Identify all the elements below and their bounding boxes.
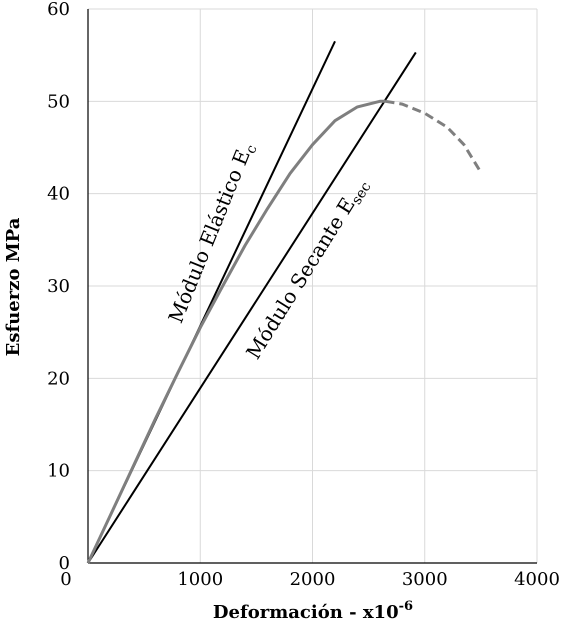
y-tick-label: 10 — [47, 461, 70, 482]
x-axis-title-exponent: -6 — [399, 599, 413, 614]
y-tick-label: 60 — [47, 0, 70, 20]
x-tick-label: 4000 — [514, 569, 560, 590]
y-axis-title: Esfuerzo MPa — [3, 217, 24, 356]
y-tick-label: 0 — [59, 553, 70, 574]
series-line-4 — [385, 99, 483, 174]
x-axis-title: Deformación - x10-6 — [213, 599, 413, 623]
series-line-2 — [87, 51, 417, 564]
x-tick-label: 1000 — [177, 569, 223, 590]
x-tick-label: 3000 — [402, 569, 448, 590]
gridlines — [88, 8, 538, 563]
y-tick-label: 50 — [47, 91, 70, 112]
axes — [87, 9, 537, 564]
y-tick-label: 40 — [47, 184, 70, 205]
y-tick-label: 30 — [47, 276, 70, 297]
x-tick-label: 0 — [60, 569, 71, 590]
y-tick-label: 20 — [47, 368, 70, 389]
y-tick-labels: 0 10 20 30 40 50 60 — [47, 0, 70, 574]
series-line-3 — [86, 99, 386, 564]
series-group — [86, 40, 483, 564]
x-axis-title-text: Deformación - x10 — [213, 602, 399, 623]
x-tick-labels: 0 1000 2000 3000 4000 — [60, 569, 560, 590]
x-tick-label: 2000 — [290, 569, 336, 590]
